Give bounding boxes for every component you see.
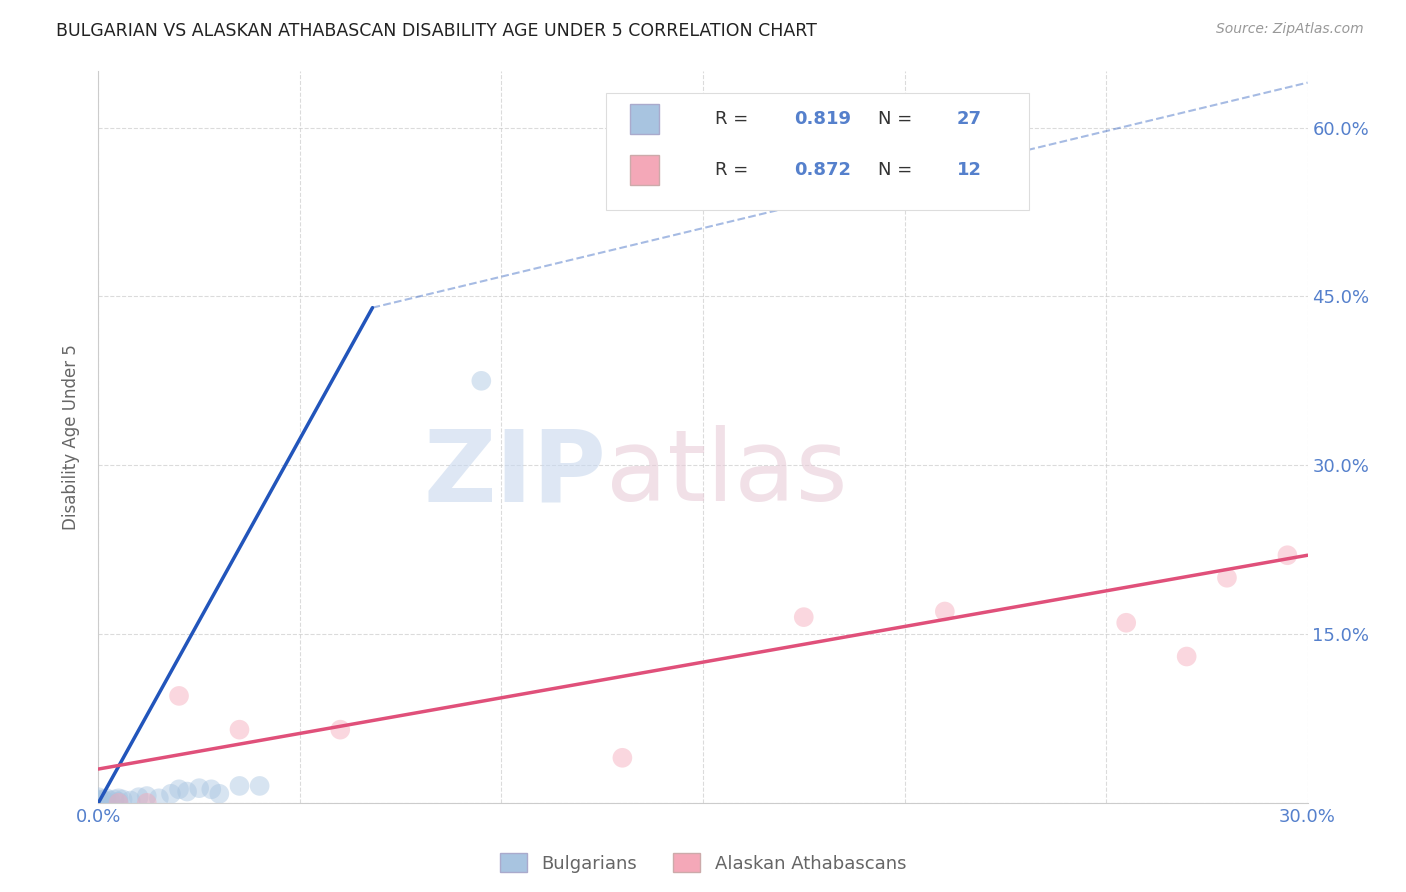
Text: R =: R =	[716, 161, 754, 179]
Point	[612, 751, 634, 765]
Text: atlas: atlas	[606, 425, 848, 522]
Point	[160, 787, 183, 801]
Point	[107, 791, 129, 805]
Point	[100, 793, 122, 807]
Point	[91, 792, 114, 806]
Point	[120, 793, 142, 807]
Point	[96, 791, 118, 805]
Bar	[630, 104, 659, 134]
Point	[128, 790, 150, 805]
Point	[167, 782, 190, 797]
Point	[470, 374, 492, 388]
Point	[228, 723, 250, 737]
Point	[103, 792, 125, 806]
FancyBboxPatch shape	[606, 94, 1029, 211]
Point	[249, 779, 271, 793]
Text: Source: ZipAtlas.com: Source: ZipAtlas.com	[1216, 22, 1364, 37]
Point	[87, 796, 110, 810]
Point	[1175, 649, 1198, 664]
Bar	[630, 155, 659, 185]
Point	[1216, 571, 1239, 585]
Point	[167, 689, 190, 703]
Text: BULGARIAN VS ALASKAN ATHABASCAN DISABILITY AGE UNDER 5 CORRELATION CHART: BULGARIAN VS ALASKAN ATHABASCAN DISABILI…	[56, 22, 817, 40]
Point	[96, 795, 118, 809]
Text: 12: 12	[957, 161, 981, 179]
Point	[188, 781, 211, 796]
Point	[87, 790, 110, 805]
Point	[934, 605, 956, 619]
Point	[87, 795, 110, 809]
Point	[135, 789, 157, 803]
Point	[176, 784, 198, 798]
Point	[87, 792, 110, 806]
Point	[228, 779, 250, 793]
Text: 0.819: 0.819	[793, 110, 851, 128]
Point	[87, 793, 110, 807]
Text: R =: R =	[716, 110, 754, 128]
Text: 0.872: 0.872	[793, 161, 851, 179]
Y-axis label: Disability Age Under 5: Disability Age Under 5	[62, 344, 80, 530]
Text: N =: N =	[879, 110, 918, 128]
Text: ZIP: ZIP	[423, 425, 606, 522]
Point	[107, 795, 129, 809]
Point	[91, 796, 114, 810]
Point	[148, 791, 170, 805]
Legend: Bulgarians, Alaskan Athabascans: Bulgarians, Alaskan Athabascans	[491, 844, 915, 881]
Point	[329, 723, 352, 737]
Point	[135, 796, 157, 810]
Point	[107, 796, 129, 810]
Point	[111, 792, 134, 806]
Point	[1277, 548, 1299, 562]
Point	[1115, 615, 1137, 630]
Text: N =: N =	[879, 161, 918, 179]
Point	[208, 787, 231, 801]
Point	[793, 610, 815, 624]
Text: 27: 27	[957, 110, 981, 128]
Point	[200, 782, 222, 797]
